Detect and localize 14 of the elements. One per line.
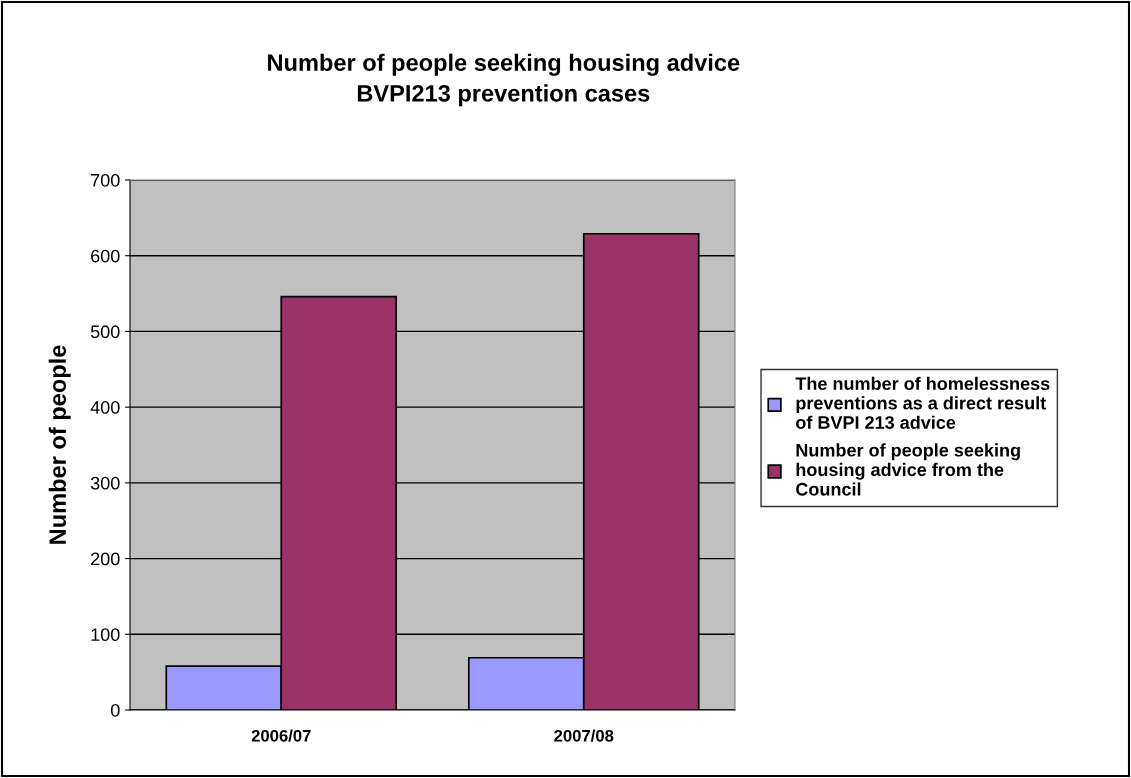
y-tick-label: 300 bbox=[90, 476, 120, 490]
y-tick-label: 400 bbox=[90, 401, 120, 414]
y-axis-title: Number of people bbox=[48, 345, 71, 544]
y-tick-label: 0 bbox=[110, 703, 120, 717]
y-tick-label: 700 bbox=[91, 173, 120, 187]
x-tick-label: 2007/08 bbox=[554, 729, 614, 742]
y-tick-label: 100 bbox=[91, 628, 120, 642]
chart-title: Number of people seeking housing advice BVPI213 prevention cases bbox=[268, 53, 740, 107]
y-tick-label: 200 bbox=[91, 552, 120, 566]
legend-label: Number of people seeking housing advice from the Council bbox=[796, 443, 1020, 496]
x-tick-label: 2006/07 bbox=[251, 729, 311, 742]
legend-label: The number of homelessness preventions as a direct result of BVPI 213 advice bbox=[795, 376, 1050, 429]
y-tick-label: 600 bbox=[91, 249, 120, 263]
y-tick-label: 500 bbox=[90, 325, 120, 339]
